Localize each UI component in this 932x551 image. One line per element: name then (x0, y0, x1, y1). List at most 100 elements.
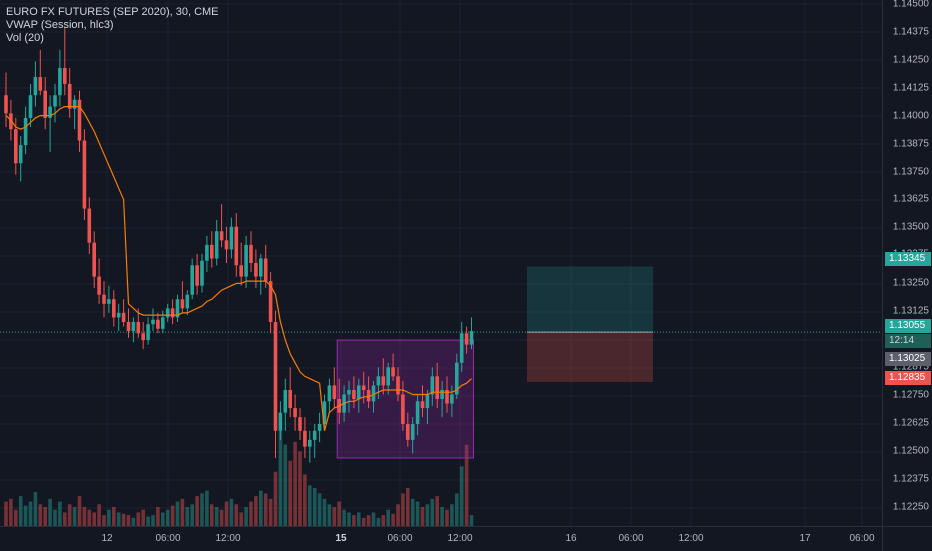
volume-bar (170, 505, 175, 526)
candle-body (18, 145, 23, 164)
volume-bar (67, 504, 72, 526)
candle-body (205, 244, 209, 261)
volume-bar (28, 501, 33, 526)
candle-body (146, 324, 150, 341)
volume-bar (87, 509, 92, 526)
volume-bar (48, 498, 52, 526)
volume-bar (249, 501, 253, 526)
day-label: 15 (335, 533, 347, 544)
volume-bar (234, 504, 239, 526)
vwap-indicator-label[interactable]: VWAP (Session, hlc3) (6, 19, 114, 31)
volume-bar (214, 507, 219, 526)
candle-body (327, 385, 332, 402)
volume-bar (376, 517, 381, 526)
volume-bar (401, 493, 405, 526)
candle-body (58, 68, 62, 96)
candle-body (234, 226, 239, 266)
volume-bar (205, 490, 209, 526)
time-label: 06:00 (618, 533, 644, 544)
volume-bar (244, 507, 248, 526)
volume-bar (391, 513, 395, 526)
candle-body (386, 367, 390, 386)
time-label: 12 (101, 533, 113, 544)
volume-bar (332, 507, 337, 526)
volume-bar (386, 509, 390, 526)
day-label: 16 (565, 533, 577, 544)
time-label: 06:00 (155, 533, 181, 544)
candle-body (435, 376, 439, 400)
volume-indicator-label[interactable]: Vol (20) (6, 32, 44, 44)
candle-body (219, 231, 224, 241)
volume-bar (141, 509, 145, 526)
volume-bar (97, 504, 101, 526)
candle-body (445, 389, 449, 404)
candle-body (317, 423, 322, 431)
volume-bar (102, 515, 106, 526)
candle-body (48, 106, 52, 118)
price-tick: 1.13125 (892, 305, 929, 317)
candle-body (357, 385, 361, 400)
volume-bar (116, 512, 121, 526)
vwap-line (5, 106, 472, 431)
candle-body (420, 401, 425, 409)
time-label: 06:00 (387, 533, 413, 544)
volume-bar (161, 512, 165, 526)
time-axis[interactable]: 12 06:00 12:00 15 06:00 12:00 16 06:00 1… (0, 526, 882, 551)
candle-body (239, 265, 243, 277)
price-tick: 1.13875 (892, 138, 929, 150)
candle-body (455, 362, 459, 395)
candle-body (156, 319, 160, 329)
candle-body (366, 389, 371, 402)
candle-body (249, 244, 253, 263)
stop-price-badge: 1.12835 (885, 371, 931, 385)
price-chart[interactable] (0, 0, 882, 526)
price-tick: 1.12750 (892, 389, 929, 401)
plot-area[interactable]: EURO FX FUTURES (SEP 2020), 30, CME VWAP… (0, 0, 882, 526)
volume-bar (366, 515, 371, 526)
price-axis[interactable]: 1.14500 1.14375 1.14250 1.14125 1.14000 … (882, 0, 932, 526)
candle-body (210, 244, 214, 259)
price-tick: 1.13625 (892, 193, 929, 205)
price-tick: 1.12375 (892, 473, 929, 485)
volume-bar (200, 493, 204, 526)
volume-bar (63, 512, 67, 526)
candle-body (293, 408, 297, 418)
candle-body (288, 389, 292, 409)
candle-body (43, 90, 47, 118)
candle-body (347, 389, 351, 395)
volume-bar (259, 490, 263, 526)
volume-bar (420, 507, 425, 526)
volume-bar (175, 501, 180, 526)
candle-body (23, 117, 28, 146)
candle-body (283, 389, 288, 413)
candle-body (371, 385, 376, 402)
volume-bar (406, 488, 410, 526)
volume-bar (450, 504, 454, 526)
volume-bar (254, 496, 258, 526)
candle-body (430, 376, 435, 395)
candle-body (259, 258, 263, 277)
candle-body (28, 95, 33, 118)
volume-bar (361, 517, 366, 526)
candle-body (195, 265, 199, 286)
volume-bar (352, 515, 356, 526)
volume-bar (219, 509, 224, 526)
candle-body (381, 376, 386, 386)
volume-bar (156, 507, 160, 526)
volume-bar (357, 512, 361, 526)
volume-bar (459, 466, 464, 526)
symbol-title[interactable]: EURO FX FUTURES (SEP 2020), 30, CME (6, 6, 219, 18)
volume-bar (342, 509, 346, 526)
volume-bar (72, 507, 77, 526)
volume-bar (283, 444, 288, 526)
volume-bar (43, 507, 47, 526)
volume-bar (263, 493, 268, 526)
candle-body (322, 401, 327, 424)
candle-body (175, 299, 180, 318)
candle-body (107, 299, 111, 304)
target-zone (527, 266, 653, 333)
candle-body (77, 99, 82, 141)
volume-bar (185, 507, 190, 526)
candle-body (131, 321, 136, 332)
candle-body (464, 333, 469, 345)
